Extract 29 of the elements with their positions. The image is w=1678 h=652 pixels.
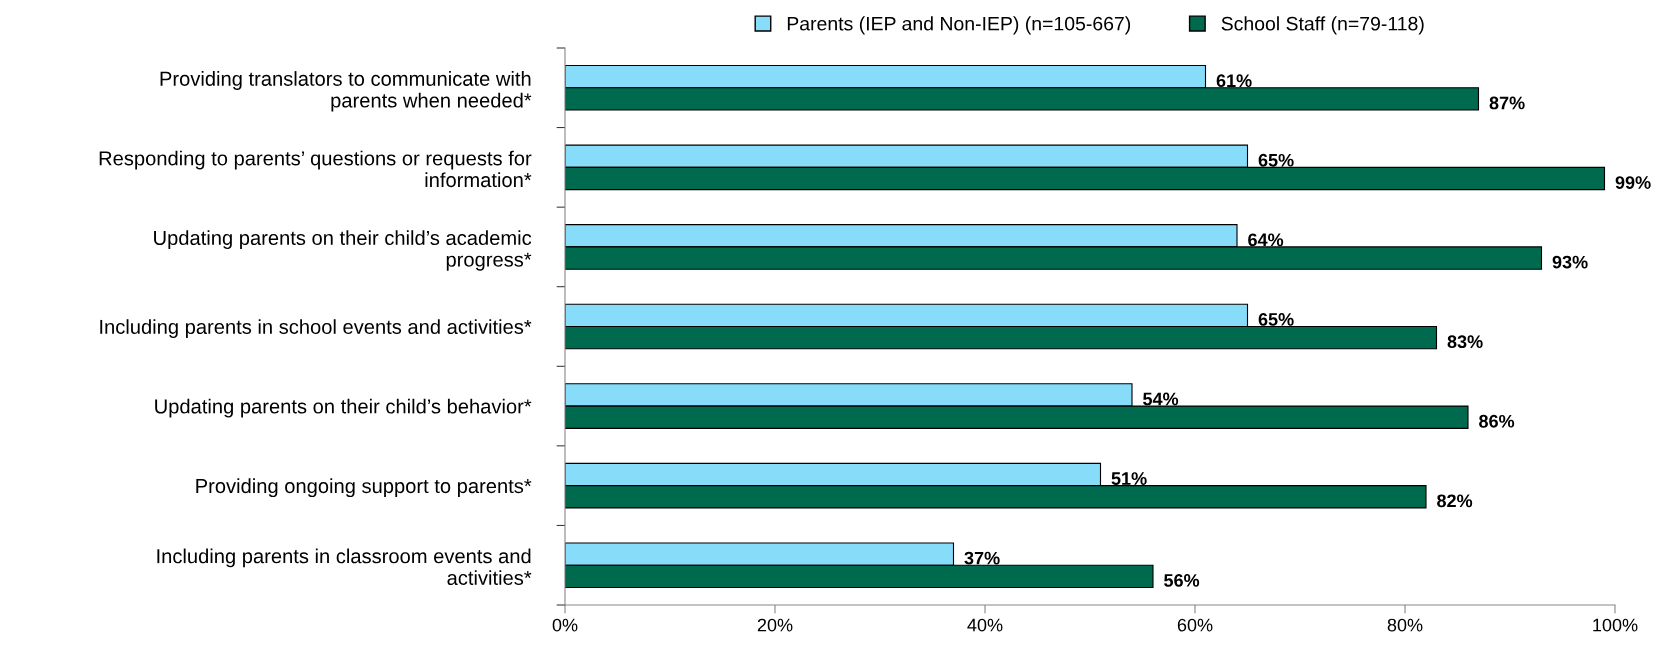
data-label: 65% <box>1258 153 1294 167</box>
x-tick-label: 60% <box>1177 618 1213 632</box>
data-label: 37% <box>964 551 1000 565</box>
data-label: 86% <box>1479 414 1515 428</box>
data-label: 64% <box>1248 233 1284 247</box>
data-label: 51% <box>1111 472 1147 485</box>
x-tick-label: 80% <box>1387 618 1423 632</box>
x-tick-label: 20% <box>757 618 793 632</box>
data-label: 83% <box>1447 335 1483 349</box>
data-label: 56% <box>1164 573 1200 587</box>
x-tick-label: 100% <box>1593 618 1638 632</box>
y-tick-label: Including parents in classroom events and activities* <box>157 548 532 586</box>
data-label: 61% <box>1216 74 1252 88</box>
y-tick-label: Providing ongoing support to parents* <box>196 478 532 498</box>
y-tick-label: Providing translators to communicate with parents when needed* <box>160 71 532 112</box>
y-tick-label: Updating parents on their child’s behavior* <box>155 398 532 418</box>
data-label: 99% <box>1615 176 1651 189</box>
legend-label: Parents (IEP and Non-IEP) (n=105-667) <box>787 16 1131 35</box>
data-label: 87% <box>1489 96 1525 110</box>
y-tick-label: Including parents in school events and activities* <box>100 319 532 338</box>
legend-label: School Staff (n=79-118) <box>1221 16 1424 35</box>
x-tick-label: 0% <box>552 618 578 632</box>
data-label: 82% <box>1437 494 1473 508</box>
x-tick-label: 40% <box>967 618 1003 632</box>
y-tick-label: Updating parents on their child’s academic progress* <box>154 230 532 271</box>
data-label: 54% <box>1143 392 1179 406</box>
data-label: 65% <box>1258 312 1294 326</box>
data-label: 93% <box>1552 255 1588 269</box>
y-tick-label: Responding to parents’ questions or requests for information* <box>99 150 532 188</box>
